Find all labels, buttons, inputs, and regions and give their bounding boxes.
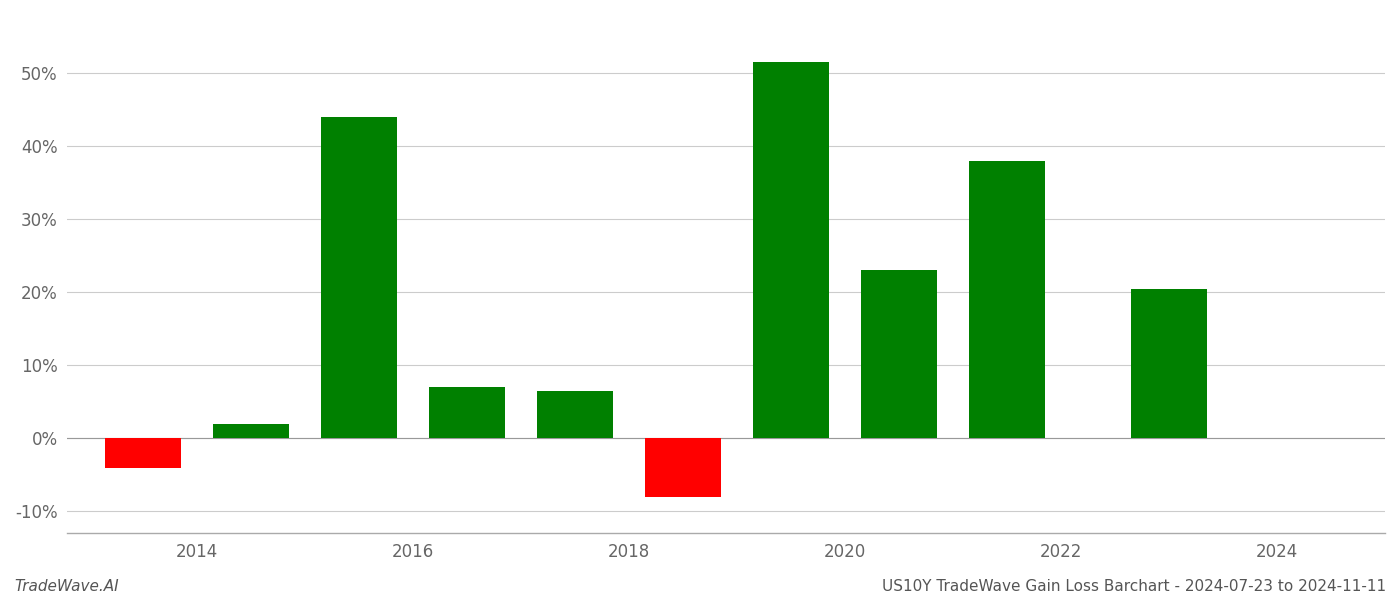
Bar xyxy=(430,387,505,439)
Bar xyxy=(105,439,181,467)
Bar xyxy=(321,117,396,439)
Bar xyxy=(969,161,1044,439)
Bar xyxy=(538,391,613,439)
Text: TradeWave.AI: TradeWave.AI xyxy=(14,579,119,594)
Bar xyxy=(753,62,829,439)
Bar xyxy=(861,271,937,439)
Bar xyxy=(645,439,721,497)
Text: US10Y TradeWave Gain Loss Barchart - 2024-07-23 to 2024-11-11: US10Y TradeWave Gain Loss Barchart - 202… xyxy=(882,579,1386,594)
Bar xyxy=(1131,289,1207,439)
Bar xyxy=(213,424,288,439)
